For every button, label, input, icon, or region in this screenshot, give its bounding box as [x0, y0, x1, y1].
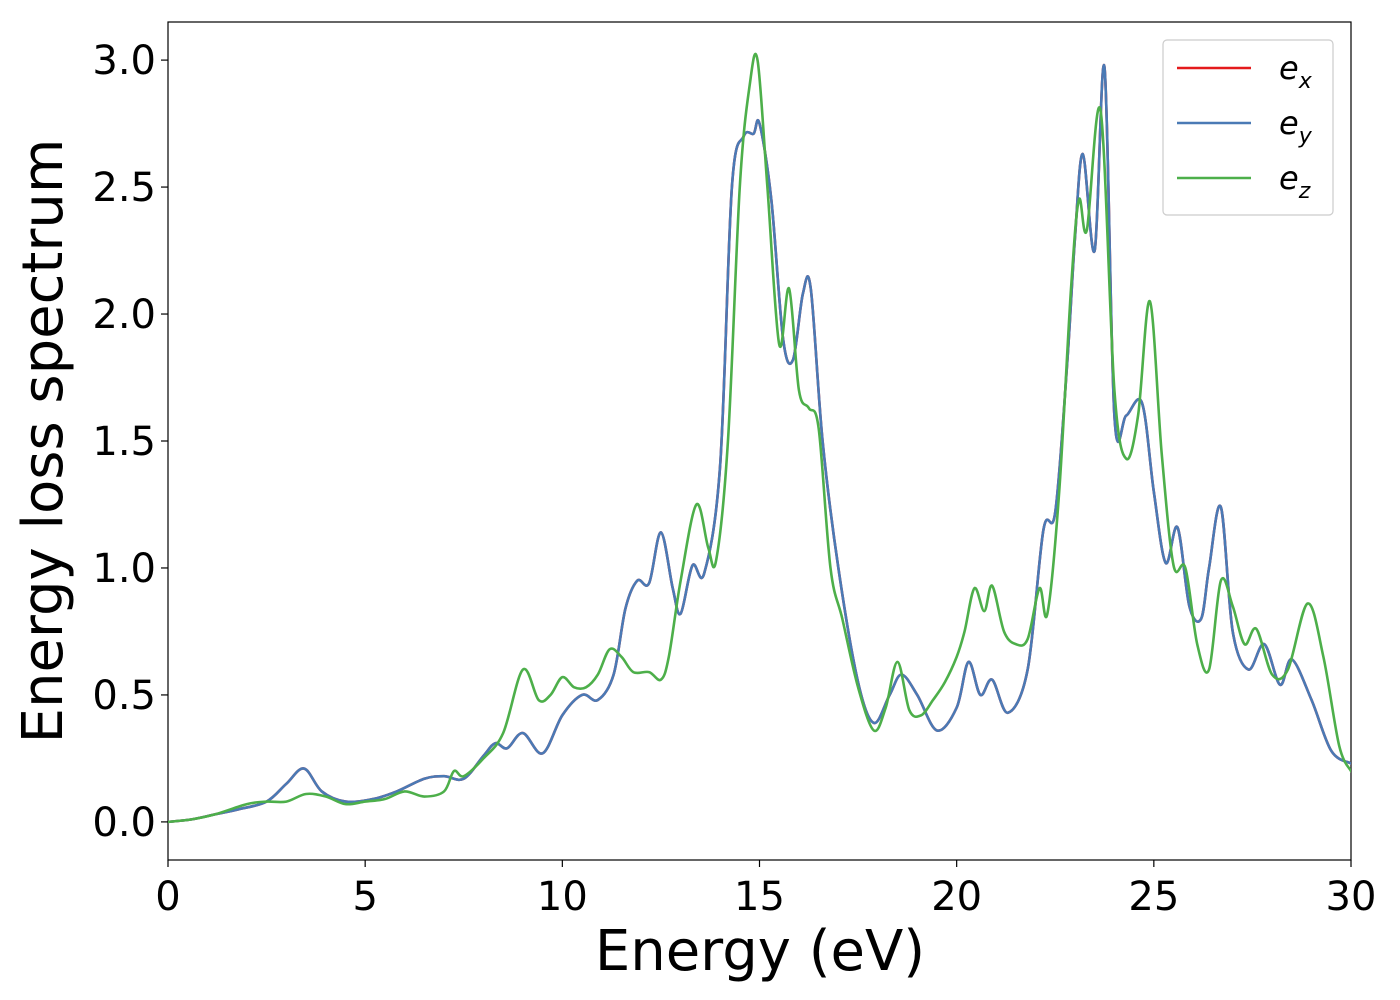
y-tick-label: 2.5: [92, 165, 156, 211]
y-tick-label: 1.0: [92, 546, 156, 592]
x-tick-label: 25: [1128, 874, 1179, 920]
legend-label-x: ex: [1279, 49, 1313, 94]
x-tick-label: 30: [1326, 874, 1377, 920]
series-layer: [168, 52, 1351, 824]
y-tick-label: 1.5: [92, 419, 156, 465]
x-axis-ticks: 0 5 10 15 20 25 30: [155, 860, 1376, 920]
x-tick-label: 20: [931, 874, 982, 920]
x-tick-label: 0: [155, 874, 180, 920]
x-tick-label: 15: [734, 874, 785, 920]
legend-label-y: ey: [1279, 104, 1313, 149]
legend: ex ey ez: [1162, 39, 1334, 216]
y-axis-ticks: 0.0 0.5 1.0 1.5 2.0 2.5 3.0: [92, 38, 168, 846]
y-axis-label: Energy loss spectrum: [11, 139, 76, 744]
y-tick-label: 3.0: [92, 38, 156, 84]
legend-label-z: ez: [1279, 159, 1311, 204]
x-axis-label: Energy (eV): [595, 919, 925, 984]
series-line-z: [168, 52, 1351, 824]
x-tick-label: 10: [537, 874, 588, 920]
legend-box: [1162, 39, 1334, 216]
y-tick-label: 0.0: [92, 800, 156, 846]
x-tick-label: 5: [352, 874, 377, 920]
y-tick-label: 2.0: [92, 292, 156, 338]
series-line-y: [168, 63, 1351, 824]
y-tick-label: 0.5: [92, 673, 156, 719]
